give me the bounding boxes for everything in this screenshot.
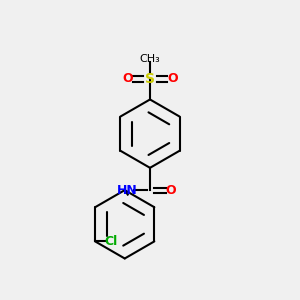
Text: Cl: Cl [105, 235, 118, 248]
Text: O: O [166, 184, 176, 196]
Text: HN: HN [117, 184, 138, 196]
Text: CH₃: CH₃ [140, 54, 160, 64]
Text: O: O [167, 72, 178, 85]
Text: O: O [122, 72, 133, 85]
Text: S: S [145, 72, 155, 86]
